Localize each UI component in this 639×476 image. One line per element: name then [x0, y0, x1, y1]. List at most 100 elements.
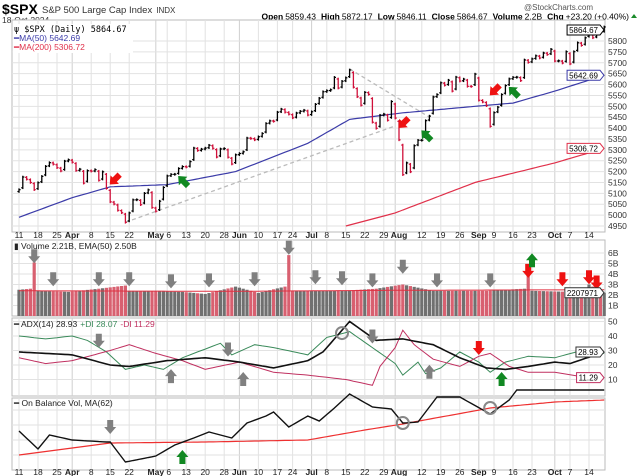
ohlc-bar [291, 113, 295, 120]
volume-bar [120, 286, 124, 316]
ohlc-bar [55, 163, 59, 169]
volume-bar [450, 290, 454, 316]
x-tick-label: May [148, 467, 165, 476]
x-tick-label: 26 [455, 467, 465, 476]
volume-bar [272, 289, 276, 316]
ohlc-bar [275, 110, 279, 122]
volume-bar [332, 290, 336, 316]
ohlc-bar [462, 77, 466, 83]
highlight-circle [335, 326, 349, 341]
ohlc-bar [515, 75, 519, 79]
x-tick-label: Oct [548, 230, 562, 240]
volume-bar [435, 290, 439, 316]
quote-line: Open 5859.43 High 5872.17 Low 5846.11 Close 586… [261, 12, 629, 22]
ohlc-bar [51, 161, 55, 166]
volume-bar [340, 290, 344, 316]
ohlc-bar [420, 138, 424, 142]
adx-tick-label: 20 [608, 360, 618, 370]
ohlc-bar [283, 108, 287, 114]
volume-bar [188, 292, 192, 316]
volume-bar [74, 291, 78, 316]
arrow-up-left-icon [508, 86, 521, 99]
ma200-line [345, 147, 605, 227]
volume-bar [553, 291, 557, 316]
ohlc-bar [389, 100, 393, 119]
ohlc-bar [241, 150, 245, 155]
volume-bar [538, 291, 542, 316]
ohlc-bar [412, 144, 416, 170]
volume-bar [237, 287, 241, 316]
ohlc-bar [21, 175, 25, 190]
ohlc-bar [127, 211, 131, 223]
volume-bar [465, 290, 469, 316]
volume-bar [367, 289, 371, 316]
volume-bar [196, 293, 200, 316]
volume-bar [344, 290, 348, 316]
tag-text: 5864.67 [569, 26, 598, 35]
ohlc-bar [511, 76, 515, 80]
volume-bar [602, 292, 606, 316]
ohlc-bar [78, 167, 82, 172]
ohlc-bar [28, 178, 32, 184]
arrow-up-icon [176, 450, 189, 464]
volume-bar [405, 285, 409, 316]
volume-bar [207, 293, 211, 316]
price-tick-label: 5400 [608, 123, 627, 133]
ohlc-bar [253, 137, 257, 142]
ohlc-bar [568, 52, 572, 66]
ohlc-bar [165, 174, 169, 188]
ohlc-bar [386, 113, 390, 122]
ohlc-bar [131, 198, 135, 213]
ohlc-bar [196, 147, 200, 152]
volume-bar [325, 290, 329, 316]
volume-bar [408, 286, 412, 316]
volume-bar [211, 292, 215, 316]
volume-bar [70, 291, 74, 316]
volume-value: 2.2B [525, 12, 543, 22]
volume-bar [230, 287, 234, 316]
ohlc-bar [108, 189, 112, 204]
x-tick-label: 20 [200, 467, 210, 476]
volume-bar [515, 289, 519, 316]
ohlc-bar [367, 91, 371, 96]
last-price-tag: 5864.67 [566, 24, 605, 36]
obv-ma-line [18, 399, 605, 456]
x-tick-label: 18 [33, 467, 43, 476]
ohlc-bar [321, 90, 325, 99]
ohlc-bar [538, 54, 542, 60]
ohlc-bar [139, 199, 143, 206]
price-legend: ψ $SPX (Daily) 5864.67 [14, 25, 127, 35]
ma50-line [18, 74, 605, 218]
ohlc-bar [298, 110, 302, 115]
ohlc-bar [553, 49, 557, 63]
volume-bar [389, 286, 393, 316]
volume-bar [500, 289, 504, 316]
volume-bar [28, 288, 32, 316]
x-tick-label: 28 [219, 467, 229, 476]
volume-bar [420, 288, 424, 316]
volume-bar [598, 290, 602, 316]
volume-bar [382, 287, 386, 316]
arrow-up-icon [165, 369, 177, 384]
x-tick-label: 26 [455, 230, 465, 240]
volume-bar [154, 291, 158, 316]
ohlc-bar [226, 148, 230, 159]
ohlc-bar [344, 76, 348, 83]
volume-bar [78, 290, 82, 316]
ohlc-bar [112, 200, 116, 206]
volume-tag: 2207971 [564, 287, 605, 299]
security-title: S&P 500 Large Cap Index INDX [42, 5, 176, 16]
ohlc-bar [416, 138, 420, 147]
volume-bar [587, 284, 591, 316]
volume-bars-icon: ▮ [14, 241, 21, 251]
volume-bar [462, 290, 466, 316]
volume-bar [59, 291, 63, 316]
x-tick-label: Jun [232, 467, 247, 476]
x-tick-label: 22 [124, 230, 134, 240]
ohlc-bar [47, 161, 51, 168]
volume-bar [321, 290, 325, 316]
volume-bar [492, 290, 496, 316]
volume-bar [264, 291, 268, 316]
x-tick-label: 18 [33, 230, 43, 240]
ohlc-bar [158, 199, 162, 212]
